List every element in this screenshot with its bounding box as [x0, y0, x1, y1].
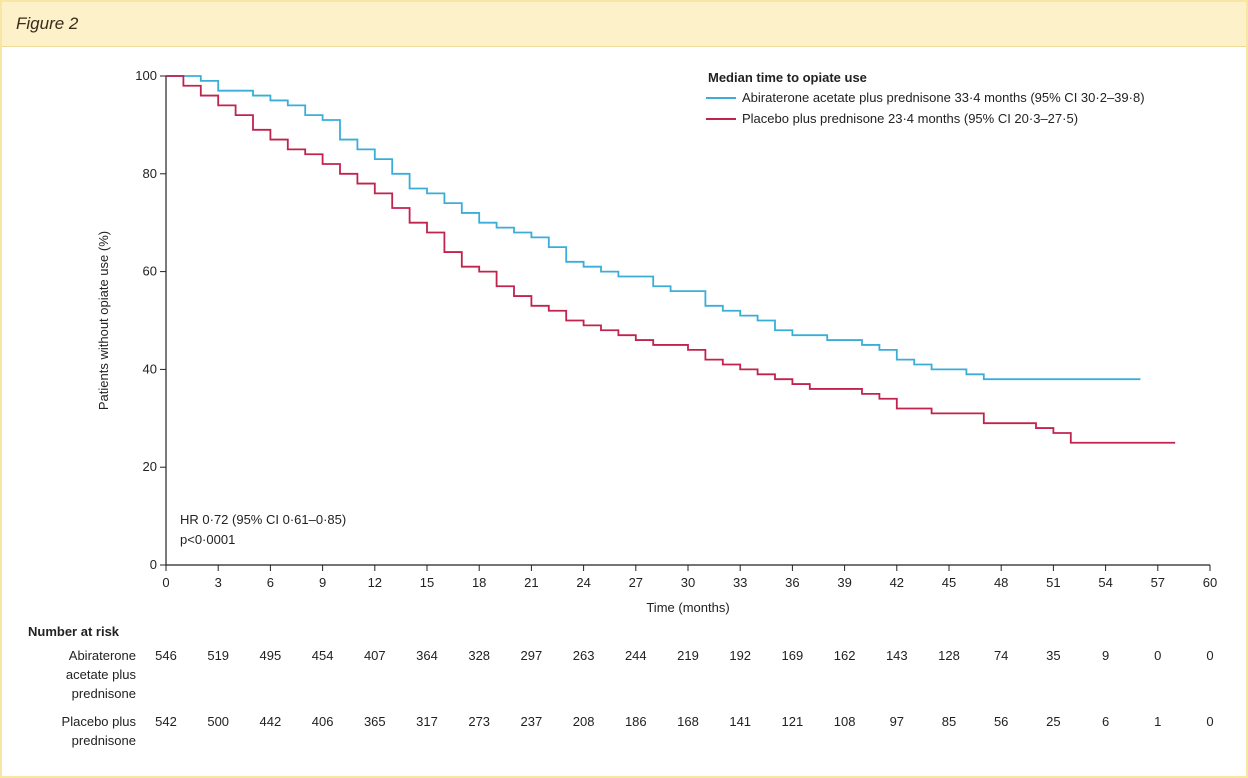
series-line-abiraterone: [166, 75, 1141, 381]
x-tick-label: 21: [524, 575, 538, 590]
risk-value: 162: [834, 648, 856, 663]
x-tick-label: 12: [368, 575, 382, 590]
risk-row-label: acetate plus: [66, 667, 137, 682]
x-tick-label: 30: [681, 575, 695, 590]
risk-value: 0: [1154, 648, 1161, 663]
risk-value: 97: [890, 714, 904, 729]
risk-value: 1: [1154, 714, 1161, 729]
x-tick-label: 3: [215, 575, 222, 590]
risk-value: 143: [886, 648, 908, 663]
x-tick-label: 42: [890, 575, 904, 590]
risk-value: 74: [994, 648, 1008, 663]
x-tick-label: 51: [1046, 575, 1060, 590]
risk-value: 56: [994, 714, 1008, 729]
risk-value: 219: [677, 648, 699, 663]
risk-row-label: Abiraterone: [69, 648, 136, 663]
risk-table-title: Number at risk: [28, 624, 120, 639]
risk-value: 542: [155, 714, 177, 729]
risk-value: 317: [416, 714, 438, 729]
risk-row-label: prednisone: [72, 733, 136, 748]
y-tick-label: 60: [143, 264, 157, 279]
risk-value: 442: [260, 714, 282, 729]
x-tick-label: 15: [420, 575, 434, 590]
risk-value: 454: [312, 648, 334, 663]
risk-row-label: Placebo plus: [62, 714, 137, 729]
y-tick-label: 20: [143, 459, 157, 474]
risk-row-label: prednisone: [72, 686, 136, 701]
legend-title: Median time to opiate use: [708, 70, 867, 85]
x-tick-label: 39: [837, 575, 851, 590]
risk-value: 0: [1206, 648, 1213, 663]
risk-value: 35: [1046, 648, 1060, 663]
x-tick-label: 57: [1151, 575, 1165, 590]
risk-value: 121: [782, 714, 804, 729]
y-tick-label: 0: [150, 557, 157, 572]
x-tick-label: 9: [319, 575, 326, 590]
risk-value: 141: [729, 714, 751, 729]
risk-value: 192: [729, 648, 751, 663]
risk-value: 168: [677, 714, 699, 729]
risk-value: 263: [573, 648, 595, 663]
risk-value: 328: [468, 648, 490, 663]
figure-header: Figure 2: [2, 2, 1246, 47]
chart-annotation: HR 0·72 (95% CI 0·61–0·85): [180, 512, 346, 527]
risk-value: 25: [1046, 714, 1060, 729]
risk-value: 364: [416, 648, 438, 663]
y-tick-label: 40: [143, 361, 157, 376]
legend-entry-1: Placebo plus prednisone 23·4 months (95%…: [742, 111, 1078, 126]
y-axis-title: Patients without opiate use (%): [96, 231, 111, 410]
risk-value: 0: [1206, 714, 1213, 729]
risk-value: 273: [468, 714, 490, 729]
x-tick-label: 36: [785, 575, 799, 590]
risk-value: 297: [521, 648, 543, 663]
risk-value: 6: [1102, 714, 1109, 729]
risk-value: 186: [625, 714, 647, 729]
risk-value: 365: [364, 714, 386, 729]
x-tick-label: 27: [629, 575, 643, 590]
risk-value: 407: [364, 648, 386, 663]
risk-value: 169: [782, 648, 804, 663]
risk-value: 519: [207, 648, 229, 663]
figure-title: Figure 2: [16, 14, 79, 33]
risk-value: 85: [942, 714, 956, 729]
x-tick-label: 24: [576, 575, 590, 590]
x-tick-label: 54: [1098, 575, 1112, 590]
x-tick-label: 33: [733, 575, 747, 590]
chart-annotation: p<0·0001: [180, 532, 235, 547]
x-tick-label: 0: [162, 575, 169, 590]
x-tick-label: 48: [994, 575, 1008, 590]
risk-value: 244: [625, 648, 647, 663]
risk-value: 406: [312, 714, 334, 729]
risk-value: 546: [155, 648, 177, 663]
risk-value: 495: [260, 648, 282, 663]
risk-value: 9: [1102, 648, 1109, 663]
risk-value: 128: [938, 648, 960, 663]
x-tick-label: 6: [267, 575, 274, 590]
y-tick-label: 100: [135, 68, 157, 83]
legend-entry-0: Abiraterone acetate plus prednisone 33·4…: [742, 90, 1145, 105]
series-line-placebo: [166, 75, 1176, 444]
risk-value: 108: [834, 714, 856, 729]
x-tick-label: 45: [942, 575, 956, 590]
risk-value: 237: [521, 714, 543, 729]
y-tick-label: 80: [143, 166, 157, 181]
risk-value: 500: [207, 714, 229, 729]
x-axis-title: Time (months): [646, 600, 729, 615]
x-tick-label: 18: [472, 575, 486, 590]
x-tick-label: 60: [1203, 575, 1217, 590]
risk-value: 208: [573, 714, 595, 729]
